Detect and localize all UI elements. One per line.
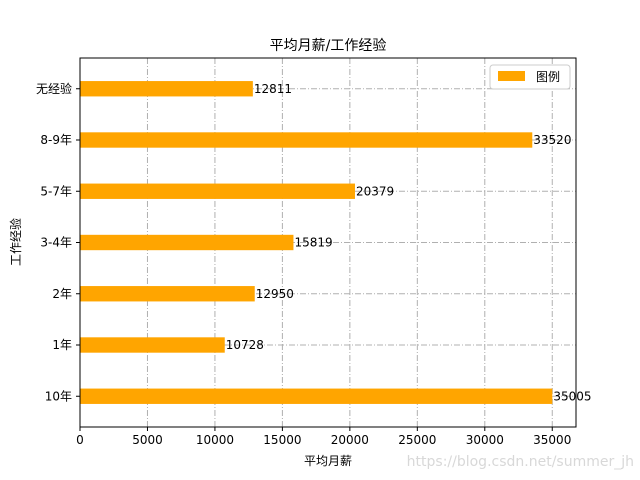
bar-labels: 35005 10728 12950 15819 20379 33520 12811: [226, 82, 592, 404]
bar: [80, 81, 253, 97]
bar: [80, 388, 553, 404]
x-tick-label: 10000: [196, 433, 234, 447]
y-tick-label: 5-7年: [40, 184, 72, 198]
bar-value-label: 35005: [553, 389, 591, 403]
y-axis-ticks: 10年 1年 2年 3-4年 5-7年 8-9年 无经验: [36, 81, 80, 403]
y-axis-label: 工作经验: [8, 218, 23, 266]
x-tick-label: 0: [76, 433, 84, 447]
bar: [80, 183, 355, 199]
x-tick-label: 15000: [263, 433, 301, 447]
bar-value-label: 20379: [356, 184, 394, 198]
watermark-text: https://blog.csdn.net/summer_jh: [407, 454, 634, 470]
bar: [80, 337, 225, 353]
chart-title: 平均月薪/工作经验: [270, 38, 387, 54]
y-tick-label: 1年: [52, 338, 72, 352]
legend: 图例: [489, 64, 571, 90]
x-axis-label: 平均月薪: [304, 454, 352, 468]
y-tick-label: 无经验: [36, 81, 72, 96]
bar: [80, 132, 533, 148]
x-tick-label: 30000: [466, 433, 504, 447]
y-tick-label: 2年: [52, 287, 72, 301]
bar-value-label: 33520: [533, 133, 571, 147]
legend-swatch: [498, 71, 525, 81]
bar: [80, 286, 255, 302]
y-tick-label: 10年: [45, 389, 72, 403]
bar-value-label: 12950: [256, 287, 294, 301]
y-tick-label: 3-4年: [40, 236, 72, 250]
x-tick-label: 25000: [398, 433, 436, 447]
bar-value-label: 15819: [294, 236, 332, 250]
x-axis-ticks: 0 5000 10000 15000 20000 25000 30000 35000: [76, 427, 571, 447]
legend-label: 图例: [536, 70, 560, 84]
bars: [80, 81, 553, 404]
bar: [80, 234, 294, 251]
y-tick-label: 8-9年: [40, 133, 72, 147]
x-tick-label: 20000: [331, 433, 369, 447]
bar-value-label: 12811: [254, 82, 292, 96]
bar-value-label: 10728: [226, 338, 264, 352]
x-tick-label: 35000: [533, 433, 571, 447]
x-tick-label: 5000: [132, 433, 163, 447]
